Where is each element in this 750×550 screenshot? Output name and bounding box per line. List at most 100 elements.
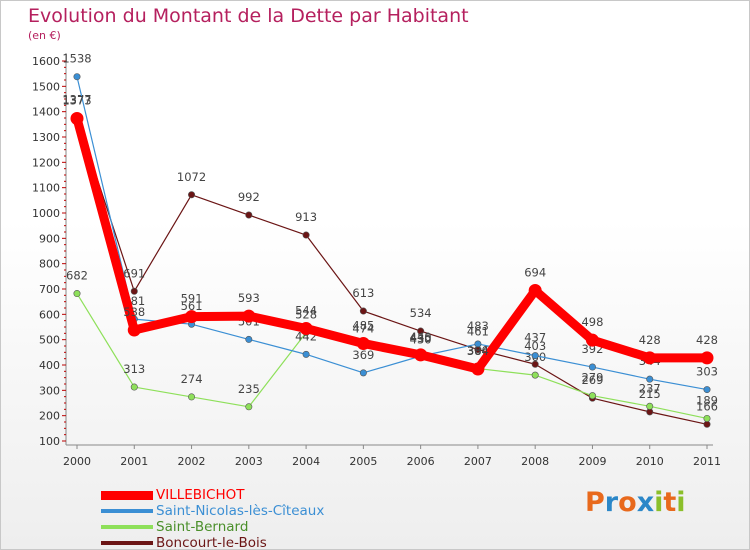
y-tick-label: 1300 [32,131,60,144]
y-tick-label: 1000 [32,207,60,220]
data-point [356,336,370,350]
brand-letter: t [663,487,677,518]
data-label: 1072 [177,170,206,184]
legend-label: Boncourt-le-Bois [156,535,267,550]
data-label: 682 [66,269,88,283]
data-point [531,352,539,360]
y-tick-label: 100 [39,435,60,448]
legend-swatch [101,491,153,500]
data-point [646,375,654,383]
y-tick-label: 900 [39,232,60,245]
data-point [127,323,141,337]
data-point [474,340,482,348]
data-label: 237 [639,381,661,395]
y-tick-label: 1500 [32,80,60,93]
data-point [299,322,313,336]
x-tick-label: 2010 [636,455,664,468]
data-point [531,371,539,379]
data-label: 428 [639,333,661,347]
data-label: 1373 [62,94,91,108]
data-label: 528 [295,308,317,322]
data-point [242,309,256,323]
x-tick-label: 2005 [349,455,377,468]
data-label: 1538 [62,52,91,66]
x-tick-label: 2001 [120,455,148,468]
data-point [130,383,138,391]
series-line [72,114,712,374]
data-label: 561 [181,299,203,313]
series-line [76,292,708,420]
x-tick-label: 2008 [521,455,549,468]
data-label: 430 [410,332,432,346]
legend-swatch [101,509,153,513]
data-label: 613 [352,286,374,300]
y-tick-label: 600 [39,308,60,321]
data-label: 498 [581,315,603,329]
data-label: 279 [581,371,603,385]
y-tick-label: 300 [39,384,60,397]
data-label: 913 [295,210,317,224]
legend-label: VILLEBICHOT [156,487,245,503]
data-label: 593 [238,291,260,305]
data-point [643,351,657,365]
chart-unit-label: (en €) [28,29,61,42]
x-tick-label: 2007 [464,455,492,468]
legend-swatch [101,541,153,545]
chart-title: Evolution du Montant de la Dette par Hab… [28,5,469,27]
data-point [359,307,367,315]
data-label: 461 [467,325,489,339]
series-1: 1538581561501442369435483437392344303 [62,52,718,394]
data-label: 274 [181,372,203,386]
y-tick-label: 700 [39,283,60,296]
data-point [70,112,84,126]
data-label: 691 [123,266,145,280]
data-label: 544 [295,304,317,318]
data-point [73,290,81,298]
y-tick-label: 1400 [32,106,60,119]
data-point [302,231,310,239]
data-label: 474 [352,321,374,335]
brand-letter: P [585,487,605,518]
series-0: 1373 538 591 593 544 485 440 384 694 498 428 428 [62,94,718,376]
data-point [531,360,539,368]
data-label: 166 [696,399,718,413]
series-2: 682313274235528474430386360279237189 [66,269,718,422]
brand-letter: o [618,487,637,518]
x-tick-label: 2004 [292,455,320,468]
data-label: 485 [352,318,374,332]
data-label: 1377 [62,92,91,106]
brand-logo: Proxiti [585,487,686,518]
data-label: 435 [410,331,432,345]
data-point [188,191,196,199]
data-point [417,327,425,335]
data-label: 303 [696,365,718,379]
data-label: 403 [524,339,546,353]
x-tick-label: 2009 [578,455,606,468]
data-point [245,403,253,411]
data-point [528,284,542,298]
data-label: 369 [352,348,374,362]
data-point [700,351,714,365]
data-point [585,333,599,347]
y-tick-label: 500 [39,334,60,347]
series-line [76,116,708,425]
brand-letter: r [604,487,619,518]
data-point [588,363,596,371]
data-label: 235 [238,382,260,396]
data-point [471,362,485,376]
legend-label: Saint-Bernard [156,519,249,535]
y-tick-label: 1600 [32,55,60,68]
data-point [73,73,81,81]
data-label: 437 [524,331,546,345]
data-point [414,348,428,362]
data-point [703,414,711,422]
data-label: 384 [467,344,489,358]
brand-letter: i [654,487,664,518]
data-point [646,402,654,410]
data-label: 440 [410,330,432,344]
data-point [703,386,711,394]
y-tick-label: 200 [39,410,60,423]
data-point [188,393,196,401]
